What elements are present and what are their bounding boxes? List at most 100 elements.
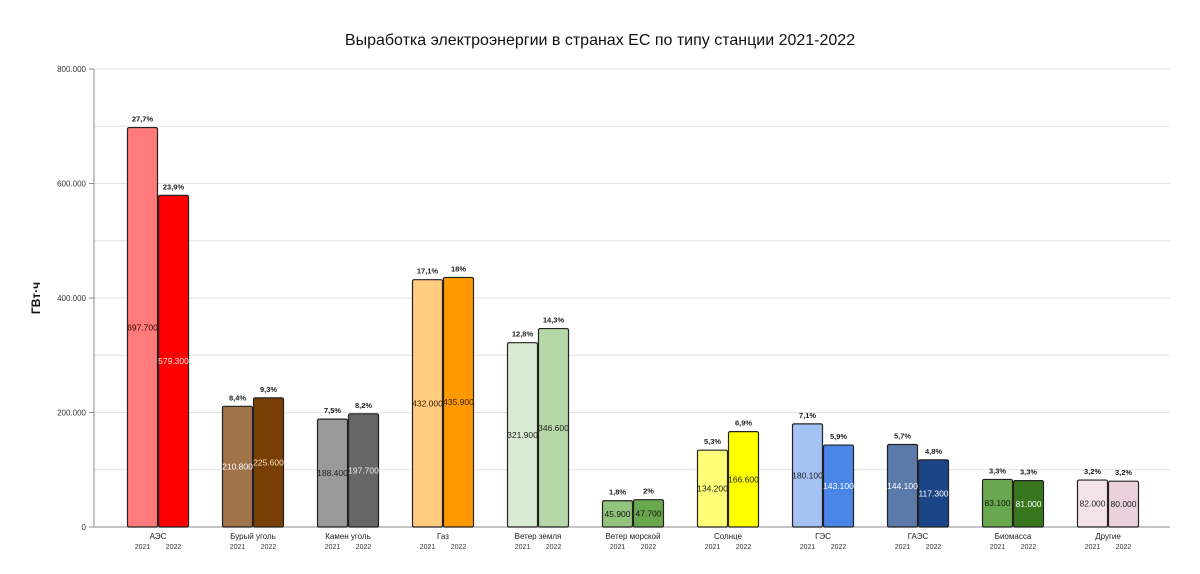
value-label: 144.100 bbox=[887, 481, 918, 491]
value-label: 435.900 bbox=[443, 397, 474, 407]
bar bbox=[126, 126, 159, 528]
bar bbox=[347, 413, 380, 528]
value-label: 83.100 bbox=[985, 498, 1011, 508]
share-label: 18% bbox=[451, 264, 466, 273]
value-label: 80.000 bbox=[1111, 499, 1137, 509]
share-label: 3,3% bbox=[989, 466, 1006, 475]
share-label: 3,3% bbox=[1020, 468, 1037, 477]
x-year-label: 2022 bbox=[451, 544, 467, 551]
x-category-label: АЭС bbox=[150, 532, 167, 541]
share-label: 3,2% bbox=[1084, 467, 1101, 476]
value-label: 134.200 bbox=[697, 484, 728, 494]
x-year-label: 2021 bbox=[1085, 544, 1101, 551]
x-category-label: ГЭС bbox=[815, 532, 831, 541]
value-label: 210.800 bbox=[222, 462, 253, 472]
bar bbox=[917, 459, 950, 528]
x-year-label: 2021 bbox=[135, 544, 151, 551]
value-label: 82.000 bbox=[1080, 499, 1106, 509]
share-label: 3,2% bbox=[1115, 468, 1132, 477]
x-year-label: 2022 bbox=[1021, 544, 1037, 551]
share-label: 6,9% bbox=[735, 419, 752, 428]
y-tick-label: 0 bbox=[82, 523, 87, 532]
x-year-label: 2022 bbox=[641, 544, 657, 551]
bar bbox=[221, 405, 254, 528]
bar bbox=[1012, 480, 1045, 528]
x-year-label: 2022 bbox=[1116, 544, 1132, 551]
x-category-label: Солнце bbox=[714, 532, 743, 541]
value-label: 143.100 bbox=[823, 481, 854, 491]
bar bbox=[601, 500, 634, 528]
share-label: 17,1% bbox=[417, 267, 439, 276]
x-year-label: 2022 bbox=[356, 544, 372, 551]
bars-group: АЭС 27,7% 697.700 2021 23,9% 579.300 2022 Бурый… bbox=[126, 115, 1140, 551]
share-label: 23,9% bbox=[163, 182, 185, 191]
value-label: 697.700 bbox=[127, 322, 158, 332]
x-year-label: 2021 bbox=[610, 544, 626, 551]
bar bbox=[791, 423, 824, 528]
bar bbox=[506, 342, 539, 528]
bar bbox=[316, 418, 349, 528]
y-tick-label: 800.000 bbox=[57, 65, 86, 74]
bar bbox=[727, 431, 760, 528]
bar bbox=[886, 443, 919, 528]
share-label: 5,7% bbox=[894, 432, 911, 441]
y-tick-label: 400.000 bbox=[57, 294, 86, 303]
x-category-label: Другие bbox=[1095, 532, 1121, 541]
bar bbox=[822, 444, 855, 528]
x-year-label: 2021 bbox=[800, 544, 816, 551]
share-label: 9,3% bbox=[260, 385, 277, 394]
share-label: 4,8% bbox=[925, 447, 942, 456]
value-label: 180.100 bbox=[792, 470, 823, 480]
value-label: 47.700 bbox=[636, 508, 662, 518]
share-label: 7,1% bbox=[799, 411, 816, 420]
value-label: 432.000 bbox=[412, 398, 443, 408]
bar bbox=[252, 397, 285, 528]
value-label: 579.300 bbox=[158, 356, 189, 366]
x-category-label: Ветер земля bbox=[515, 532, 562, 541]
value-label: 45.900 bbox=[605, 509, 631, 519]
bar bbox=[411, 279, 444, 528]
x-year-label: 2021 bbox=[420, 544, 436, 551]
x-category-label: Газ bbox=[437, 532, 449, 541]
share-label: 27,7% bbox=[132, 115, 154, 124]
bar bbox=[1107, 480, 1140, 528]
share-label: 12,8% bbox=[512, 330, 534, 339]
x-year-label: 2022 bbox=[831, 544, 847, 551]
value-label: 166.600 bbox=[728, 474, 759, 484]
x-category-label: Биомасса bbox=[995, 532, 1032, 541]
x-category-label: Бурый уголь bbox=[230, 532, 276, 541]
bar bbox=[157, 194, 190, 528]
x-year-label: 2022 bbox=[166, 544, 182, 551]
x-category-label: Ветер морской bbox=[605, 532, 660, 541]
bar bbox=[442, 276, 475, 528]
x-year-label: 2021 bbox=[990, 544, 1006, 551]
value-label: 321.900 bbox=[507, 430, 538, 440]
value-label: 225.600 bbox=[253, 457, 284, 467]
x-year-label: 2021 bbox=[515, 544, 531, 551]
share-label: 14,3% bbox=[543, 316, 565, 325]
share-label: 1,8% bbox=[609, 488, 626, 497]
x-category-label: Камен уголь bbox=[325, 532, 371, 541]
chart-title: Выработка электроэнергии в странах ЕС по… bbox=[345, 32, 855, 49]
share-label: 7,5% bbox=[324, 406, 341, 415]
x-year-label: 2021 bbox=[705, 544, 721, 551]
y-tick-label: 600.000 bbox=[57, 180, 86, 189]
x-year-label: 2021 bbox=[230, 544, 246, 551]
x-year-label: 2022 bbox=[926, 544, 942, 551]
share-label: 8,2% bbox=[355, 401, 372, 410]
x-category-label: ГАЭС bbox=[908, 532, 929, 541]
x-year-label: 2021 bbox=[895, 544, 911, 551]
share-label: 5,9% bbox=[830, 432, 847, 441]
share-label: 8,4% bbox=[229, 393, 246, 402]
bar bbox=[981, 478, 1014, 528]
x-year-label: 2022 bbox=[261, 544, 277, 551]
value-label: 81.000 bbox=[1016, 499, 1042, 509]
x-year-label: 2022 bbox=[736, 544, 752, 551]
value-label: 197.700 bbox=[348, 465, 379, 475]
x-year-label: 2022 bbox=[546, 544, 562, 551]
value-label: 117.300 bbox=[918, 488, 948, 498]
value-label: 188.400 bbox=[317, 468, 348, 478]
bar bbox=[537, 327, 570, 528]
bar bbox=[696, 449, 729, 528]
